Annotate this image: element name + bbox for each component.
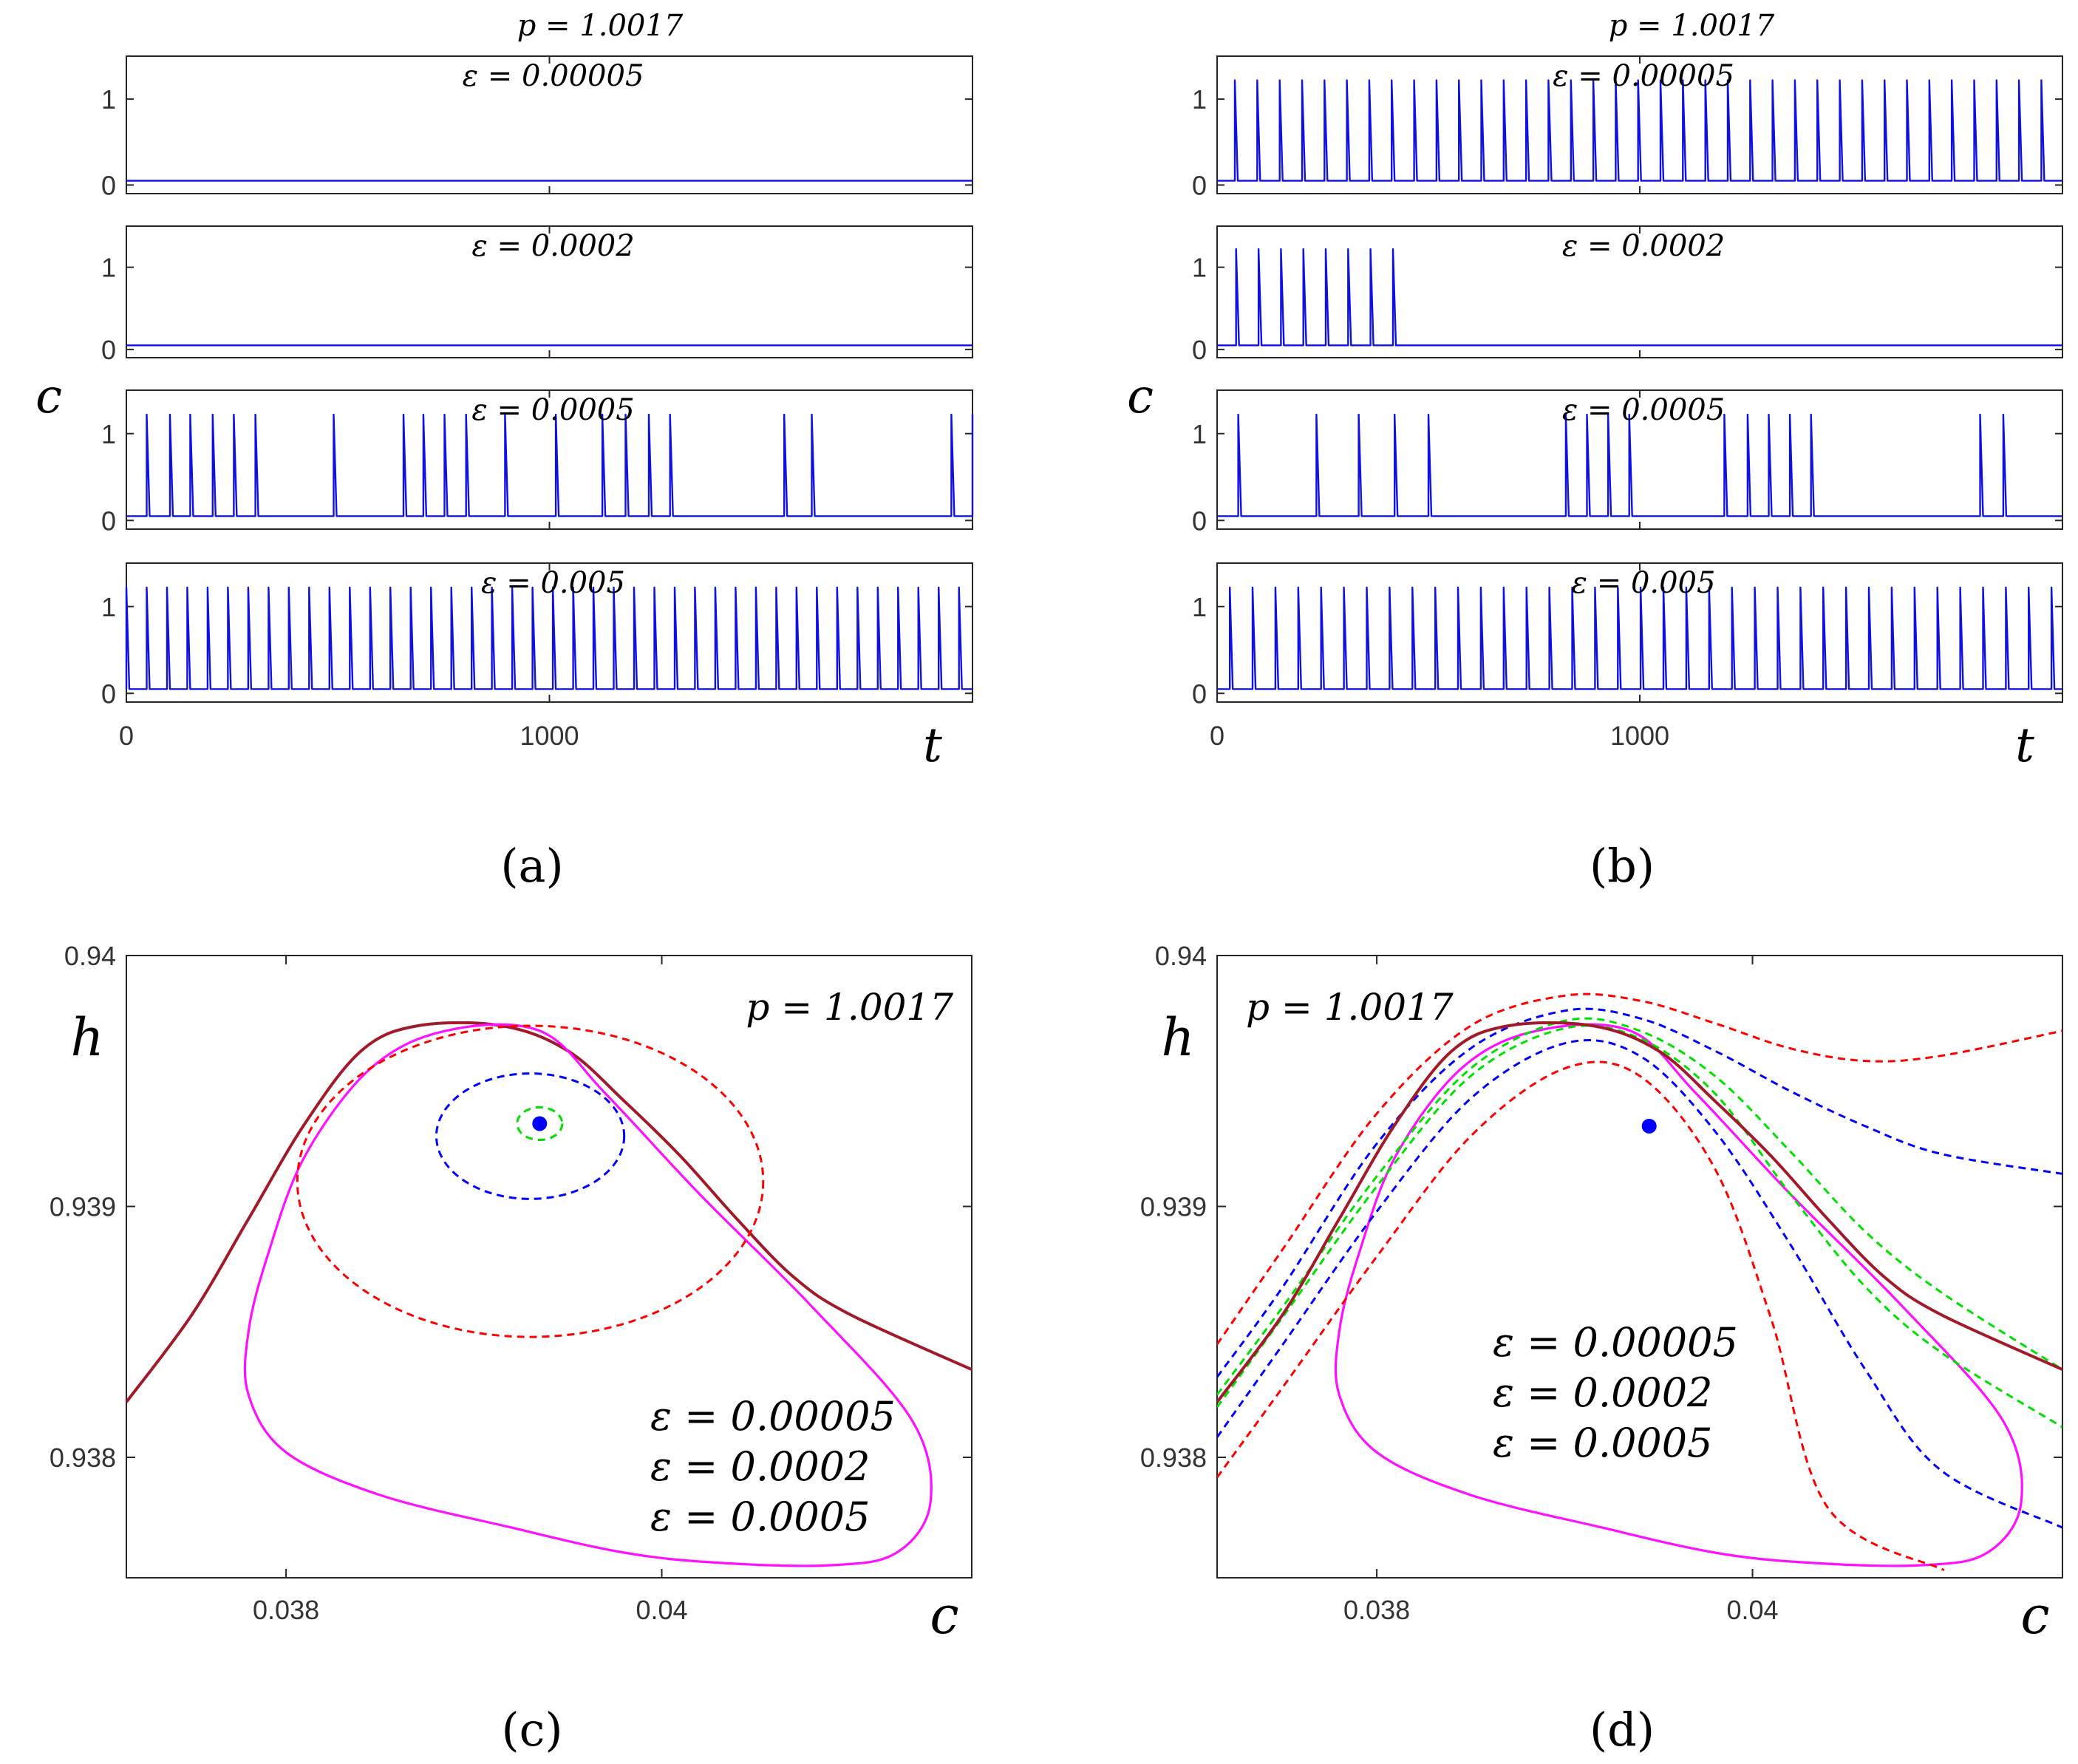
panel-b-ylabel: c xyxy=(1127,370,1154,424)
panel-a-subplot-2: 0 1 ε = 0.0002 xyxy=(101,225,973,365)
panel-c-curve-4 xyxy=(435,1072,626,1200)
panel-b-xtick-label: 1000 xyxy=(1610,721,1669,751)
panel-a-epsilon-label: ε = 0.005 xyxy=(481,566,625,600)
panel-d-curve-5 xyxy=(1217,1039,2062,1529)
panel-c-legend-red: ε = 0.0005 xyxy=(650,1494,871,1540)
panel-a-ytick-label: 0 xyxy=(101,505,116,536)
panel-c-curve-1 xyxy=(126,1021,972,1403)
panel-d-equilibrium-point xyxy=(1641,1118,1657,1134)
panel-b-ytick-label: 1 xyxy=(1192,84,1207,115)
panel-d-curve-3 xyxy=(1217,1024,2062,1428)
panel-d-curve-6 xyxy=(1217,992,2062,1346)
panel-b-subplot-1: 0 1 ε = 0.00005 xyxy=(1192,55,2063,200)
panel-b-subplot-3: 0 1 ε = 0.0005 xyxy=(1192,389,2063,536)
panel-b-subplot-4: 0 1 ε = 0.005 xyxy=(1192,562,2063,709)
panel-a-epsilon-label: ε = 0.0005 xyxy=(471,393,634,427)
panel-c-curves xyxy=(126,1021,972,1567)
panel-d-curve-1 xyxy=(1334,1023,2023,1567)
panel-d-legend-blue: ε = 0.0002 xyxy=(1493,1369,1713,1416)
panel-b-title: p = 1.0017 xyxy=(1609,9,1775,43)
panel-b-epsilon-label: ε = 0.0005 xyxy=(1562,393,1725,427)
panel-b-xtick-label: 0 xyxy=(1210,721,1224,751)
panel-a-ytick-label: 0 xyxy=(101,170,116,200)
panel-b-ytick-label: 0 xyxy=(1192,335,1207,365)
panel-d-curve-4 xyxy=(1217,1007,2062,1378)
panel-d-curve-2 xyxy=(1217,1017,2062,1396)
panel-b-epsilon-label: ε = 0.00005 xyxy=(1553,59,1734,93)
panel-b-trace-3 xyxy=(1217,413,2062,517)
panel-c-label: (c) xyxy=(501,1703,562,1757)
panel-c-ytick-label: 0.939 xyxy=(50,1192,116,1222)
panel-c-curve-2 xyxy=(243,1023,933,1567)
panel-d-axes xyxy=(1216,955,2063,1579)
panel-a-label: (a) xyxy=(500,839,563,893)
panel-b-ytick-label: 0 xyxy=(1192,170,1207,200)
panel-c-legend-blue: ε = 0.0002 xyxy=(650,1443,871,1490)
panel-d-ytick-label: 0.938 xyxy=(1140,1443,1207,1473)
panel-c-ylabel: h xyxy=(70,1007,103,1068)
panel-d-ylabel: h xyxy=(1161,1007,1194,1068)
panel-b-ytick-label: 1 xyxy=(1192,253,1207,283)
panel-b-trace-1 xyxy=(1217,79,2062,182)
panel-c-legend-green: ε = 0.00005 xyxy=(650,1393,896,1440)
panel-b-trace-4 xyxy=(1217,586,2062,690)
panel-d: p = 1.0017 h c (d) ε = 0.00005 ε = 0.000… xyxy=(1140,941,2063,1757)
panel-b-ytick-label: 0 xyxy=(1192,505,1207,536)
panel-d-curves xyxy=(1217,992,2062,1572)
panel-d-label: (d) xyxy=(1590,1703,1655,1757)
panel-c-curve-5 xyxy=(296,1024,765,1338)
panel-d-xtick-label: 0.04 xyxy=(1726,1595,1778,1625)
panel-a-ytick-label: 1 xyxy=(101,84,116,115)
panel-b-trace-2 xyxy=(1217,248,2062,347)
panel-d-xlabel: c xyxy=(2020,1585,2049,1646)
panel-a-subplot-1: 0 1 ε = 0.00005 xyxy=(101,55,973,200)
panel-a-xtick-label: 0 xyxy=(119,721,134,751)
panel-d-title: p = 1.0017 xyxy=(1246,986,1454,1029)
panel-d-xtick-label: 0.038 xyxy=(1343,1595,1410,1625)
panel-c: p = 1.0017 h c (c) ε = 0.00005 ε = 0.000… xyxy=(50,941,972,1757)
panel-d-ytick-label: 0.94 xyxy=(1155,941,1207,971)
panel-d-legend-green: ε = 0.00005 xyxy=(1493,1319,1738,1366)
panel-a-epsilon-label: ε = 0.00005 xyxy=(463,59,644,93)
panel-d-ytick-label: 0.939 xyxy=(1140,1192,1207,1222)
panel-b-ytick-label: 1 xyxy=(1192,592,1207,622)
panel-a-title: p = 1.0017 xyxy=(517,9,684,43)
panel-b-epsilon-label: ε = 0.005 xyxy=(1572,566,1716,600)
panel-a-ytick-label: 1 xyxy=(101,253,116,283)
panel-d-legend-red: ε = 0.0005 xyxy=(1493,1420,1713,1466)
panel-a-trace-4 xyxy=(125,586,972,690)
panel-b-ytick-label: 0 xyxy=(1192,678,1207,709)
panel-a-epsilon-label: ε = 0.0002 xyxy=(471,229,634,263)
panel-d-curve-8 xyxy=(1217,1021,2062,1403)
panel-c-title: p = 1.0017 xyxy=(746,986,953,1029)
panel-a-ytick-label: 0 xyxy=(101,678,116,709)
panel-a-xtick-label: 1000 xyxy=(520,721,579,751)
panel-c-equilibrium-point xyxy=(532,1116,548,1131)
panel-c-xtick-label: 0.038 xyxy=(253,1595,319,1625)
panel-d-curve-7 xyxy=(1217,1060,1945,1572)
panel-b-epsilon-label: ε = 0.0002 xyxy=(1562,229,1725,263)
panel-c-ytick-label: 0.94 xyxy=(64,941,116,971)
panel-c-axes xyxy=(126,955,972,1579)
panel-a-ytick-label: 1 xyxy=(101,419,116,449)
panel-a-xlabel: t xyxy=(923,718,942,773)
panel-c-ytick-label: 0.938 xyxy=(50,1443,116,1473)
panel-a-ylabel: c xyxy=(35,370,62,424)
panel-a: p = 1.0017 c t (a) 0 1 ε = 0.00005 0 1 ε = 0.… xyxy=(35,9,974,893)
panel-a-ytick-label: 1 xyxy=(101,592,116,622)
panel-a-subplot-4: 0 1 ε = 0.005 xyxy=(101,562,973,709)
panel-b-label: (b) xyxy=(1590,839,1655,893)
panel-c-xtick-label: 0.04 xyxy=(636,1595,687,1625)
panel-a-trace-3 xyxy=(126,413,974,517)
panel-b: p = 1.0017 c t (b) 0 1 ε = 0.00005 0 1 ε = 0.… xyxy=(1127,9,2063,893)
panel-b-subplot-2: 0 1 ε = 0.0002 xyxy=(1192,225,2063,365)
panel-c-curve-3 xyxy=(516,1106,564,1142)
panel-c-xlabel: c xyxy=(930,1585,958,1646)
panel-b-xlabel: t xyxy=(2015,718,2034,773)
panel-a-ytick-label: 0 xyxy=(101,335,116,365)
panel-b-ytick-label: 1 xyxy=(1192,419,1207,449)
panel-a-subplot-3: 0 1 ε = 0.0005 xyxy=(101,389,974,536)
